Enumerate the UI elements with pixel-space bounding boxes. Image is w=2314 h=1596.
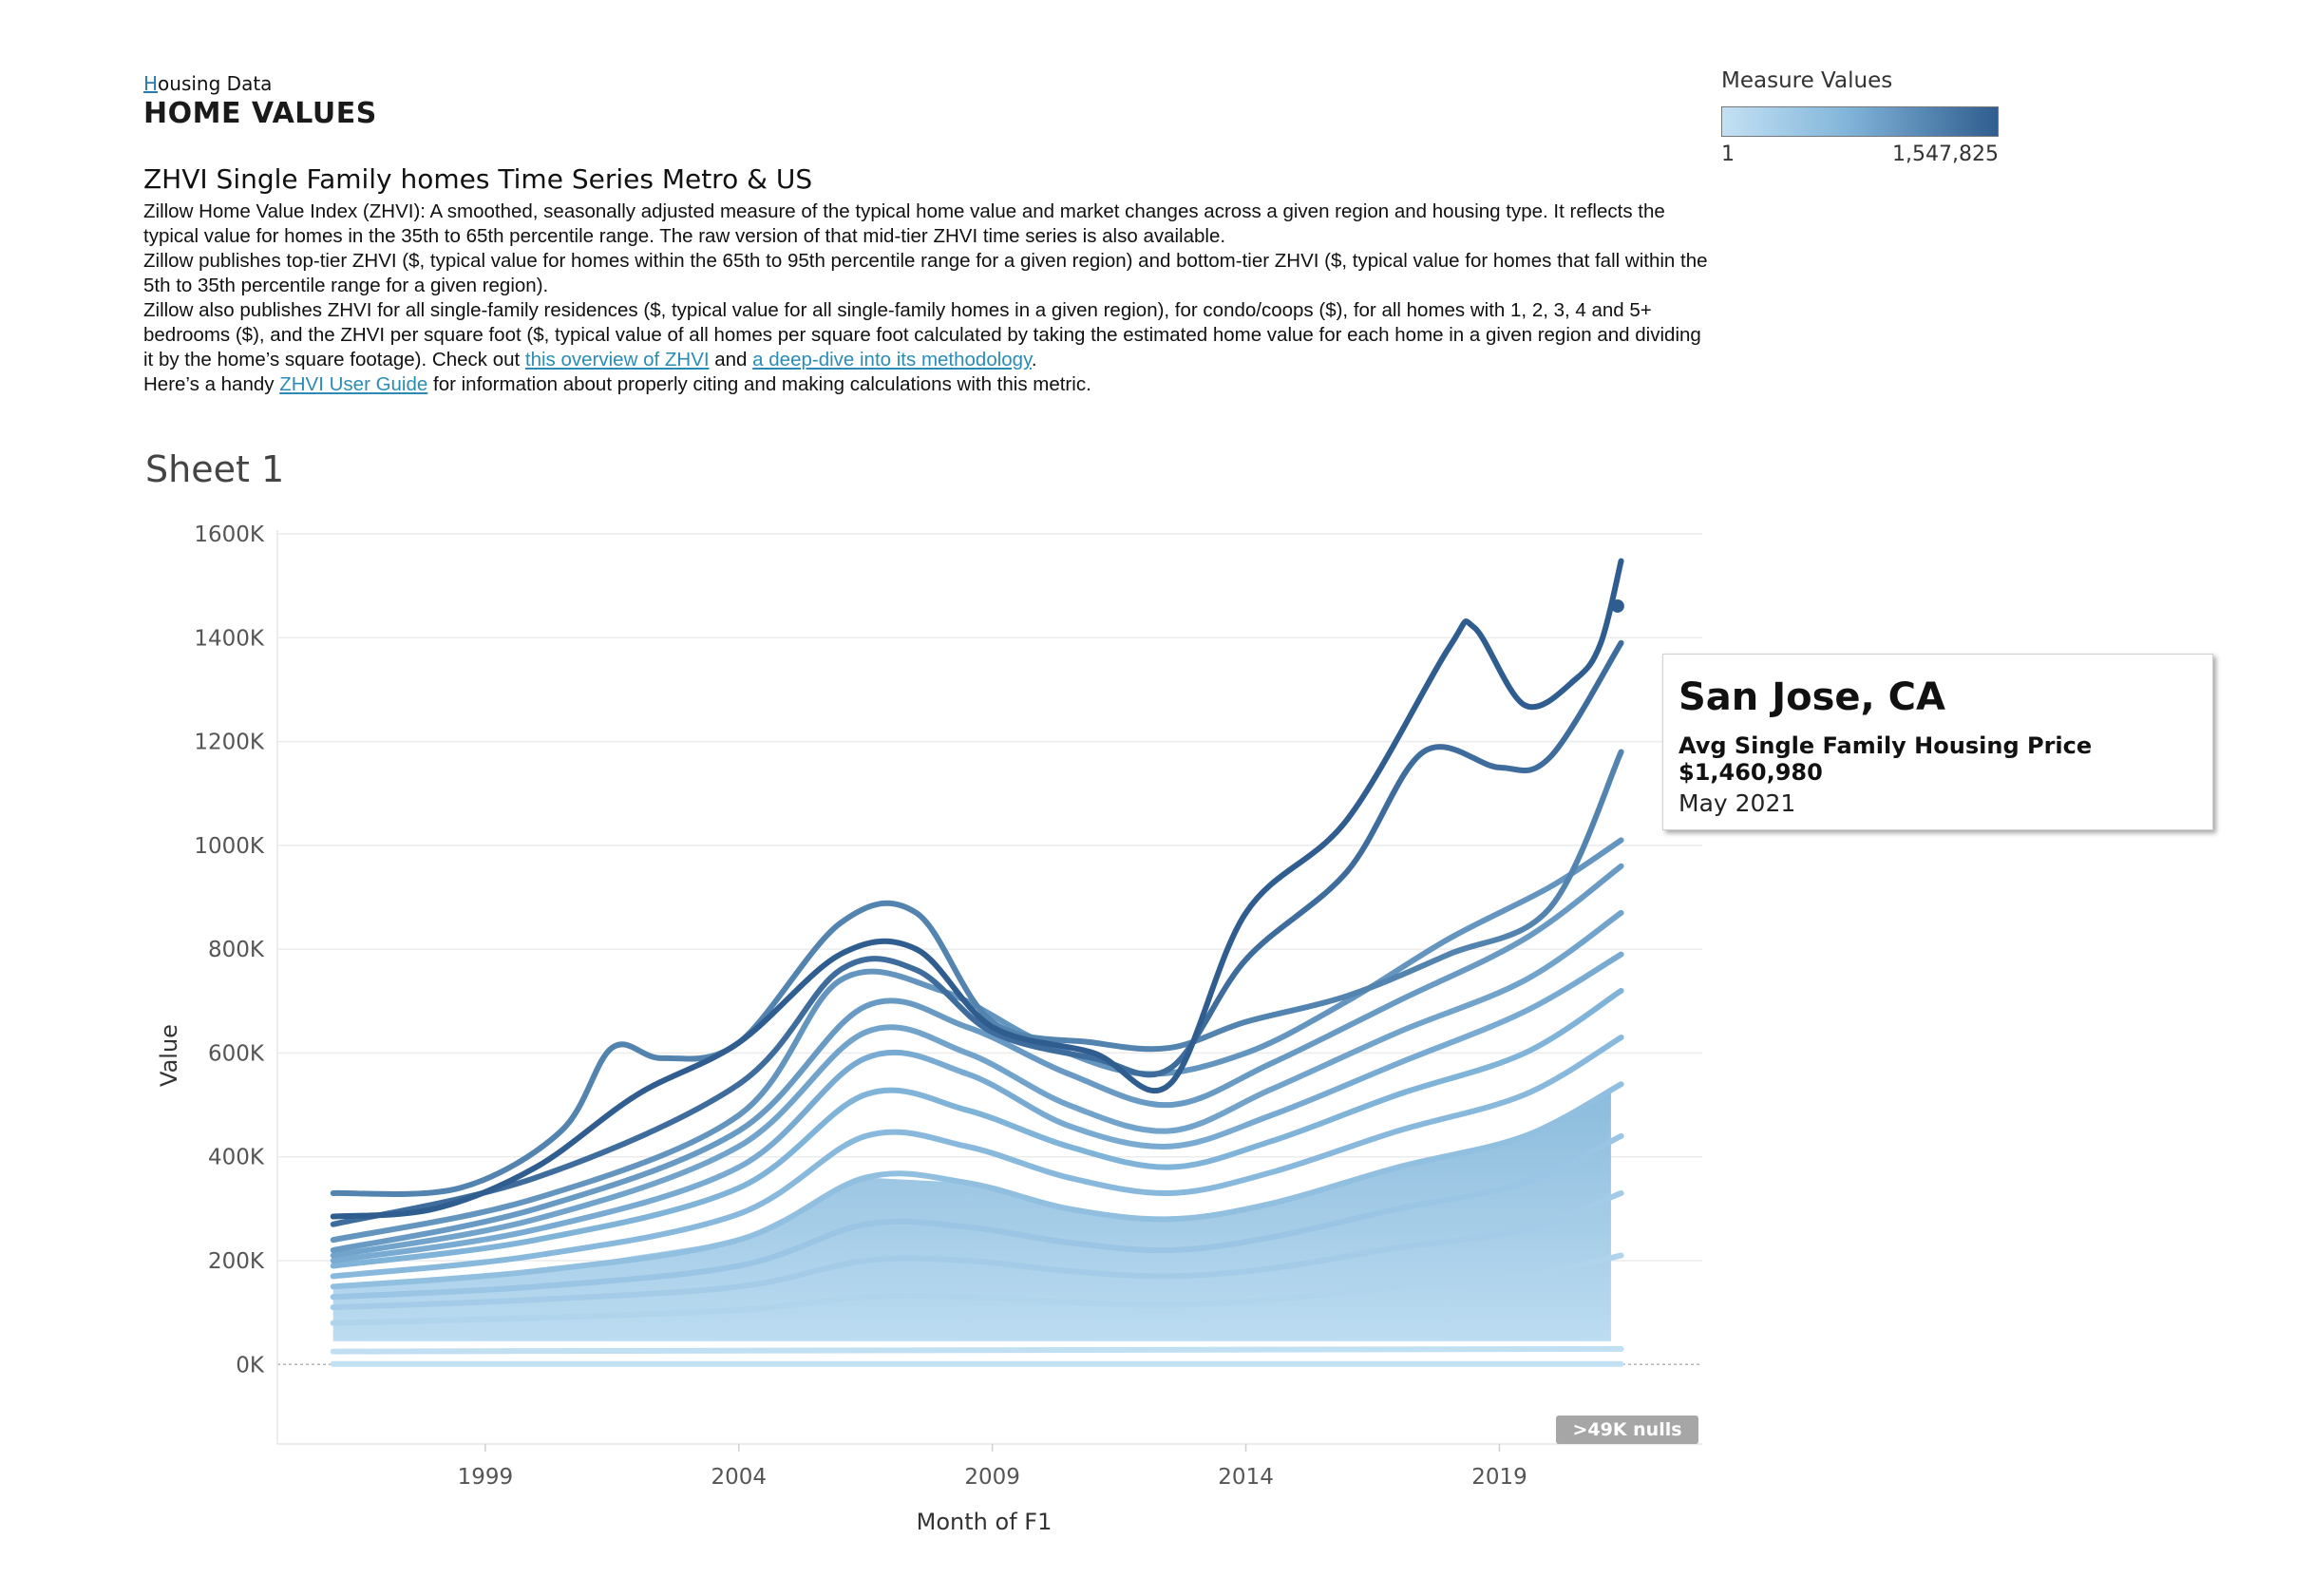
- header: Housing Data HOME VALUES: [143, 72, 1701, 130]
- series-line[interactable]: [330, 1132, 1624, 1301]
- x-tick-label: 2009: [964, 1465, 1020, 1490]
- x-tick-label: 2019: [1471, 1465, 1527, 1490]
- legend-min-label: 1: [1721, 142, 1735, 166]
- y-axis-label: Value: [156, 1024, 182, 1087]
- x-tick-label: 1999: [458, 1465, 514, 1490]
- legend-color-ramp: [1721, 106, 1999, 137]
- legend-max-label: 1,547,825: [1892, 142, 1999, 166]
- axes: 0K 200K 400K 600K 800K 1000K 1200K 1400K 1600K 19…: [156, 522, 1702, 1535]
- description-paragraph-3: Zillow also publishes ZHVI for all singl…: [143, 298, 1711, 372]
- y-tick-label: 1000K: [194, 834, 265, 859]
- description-text: .: [1031, 349, 1037, 370]
- series-line[interactable]: [330, 1081, 1624, 1290]
- description-text: and: [709, 349, 753, 370]
- legend-title: Measure Values: [1721, 68, 1893, 93]
- series-line[interactable]: [330, 749, 1624, 1197]
- series-line[interactable]: [330, 558, 1624, 1220]
- y-tick-label: 1600K: [194, 522, 265, 547]
- series-line[interactable]: [330, 1345, 1624, 1355]
- kicker: Housing Data: [143, 72, 1701, 95]
- page-title: HOME VALUES: [143, 97, 377, 130]
- x-axis-label: Month of F1: [917, 1509, 1053, 1535]
- y-tick-label: 600K: [208, 1041, 265, 1066]
- sheet-title: Sheet 1: [145, 448, 285, 490]
- series-line[interactable]: [330, 1035, 1624, 1280]
- kicker-link[interactable]: H: [143, 72, 159, 95]
- description-text: Here’s a handy: [143, 373, 280, 395]
- y-tick-label: 1200K: [194, 731, 265, 755]
- tooltip-city: San Jose, CA: [1679, 675, 1945, 719]
- series-line[interactable]: [330, 639, 1624, 1227]
- description-text: Zillow also publishes ZHVI for all singl…: [143, 299, 1701, 370]
- nulls-badge[interactable]: >49K nulls: [1556, 1416, 1698, 1444]
- y-tick-label: 1400K: [194, 626, 265, 651]
- color-legend: Measure Values 1 1,547,825: [1721, 68, 2006, 166]
- series-line[interactable]: [330, 1189, 1624, 1311]
- series-line[interactable]: [330, 1252, 1624, 1326]
- series-line[interactable]: [330, 909, 1624, 1259]
- legend-labels: 1 1,547,825: [1721, 142, 1999, 166]
- highlight-point[interactable]: [1610, 598, 1624, 613]
- description-paragraph-4: Here’s a handy ZHVI User Guide for infor…: [143, 372, 1711, 397]
- series-lines[interactable]: [330, 558, 1624, 1367]
- series-line[interactable]: [330, 863, 1624, 1254]
- y-tick-label: 400K: [208, 1146, 265, 1170]
- description-paragraph-2: Zillow publishes top-tier ZHVI ($, typic…: [143, 250, 1708, 296]
- x-tick-label: 2014: [1218, 1465, 1274, 1490]
- kicker-text: ousing Data: [158, 72, 273, 95]
- tooltip-value: Avg Single Family Housing Price $1,460,9…: [1679, 732, 2093, 786]
- tooltip: San Jose, CA Avg Single Family Housing P…: [1662, 654, 2213, 830]
- methodology-link[interactable]: a deep-dive into its methodology: [752, 349, 1032, 370]
- tooltip-date: May 2021: [1679, 789, 1796, 817]
- description-text: for information about properly citing an…: [427, 373, 1091, 395]
- y-tick-label: 0K: [236, 1353, 265, 1378]
- description: Zillow Home Value Index (ZHVI): A smooth…: [143, 200, 1711, 397]
- user-guide-link[interactable]: ZHVI User Guide: [279, 373, 428, 395]
- x-tick-label: 2004: [711, 1465, 767, 1490]
- y-tick-label: 200K: [208, 1249, 265, 1274]
- overview-link[interactable]: this overview of ZHVI: [524, 349, 710, 370]
- y-tick-label: 800K: [208, 938, 265, 962]
- description-paragraph-1: Zillow Home Value Index (ZHVI): A smooth…: [143, 200, 1665, 247]
- series-line[interactable]: [330, 987, 1624, 1269]
- series-line[interactable]: [330, 951, 1624, 1264]
- page-subtitle: ZHVI Single Family homes Time Series Met…: [143, 163, 813, 195]
